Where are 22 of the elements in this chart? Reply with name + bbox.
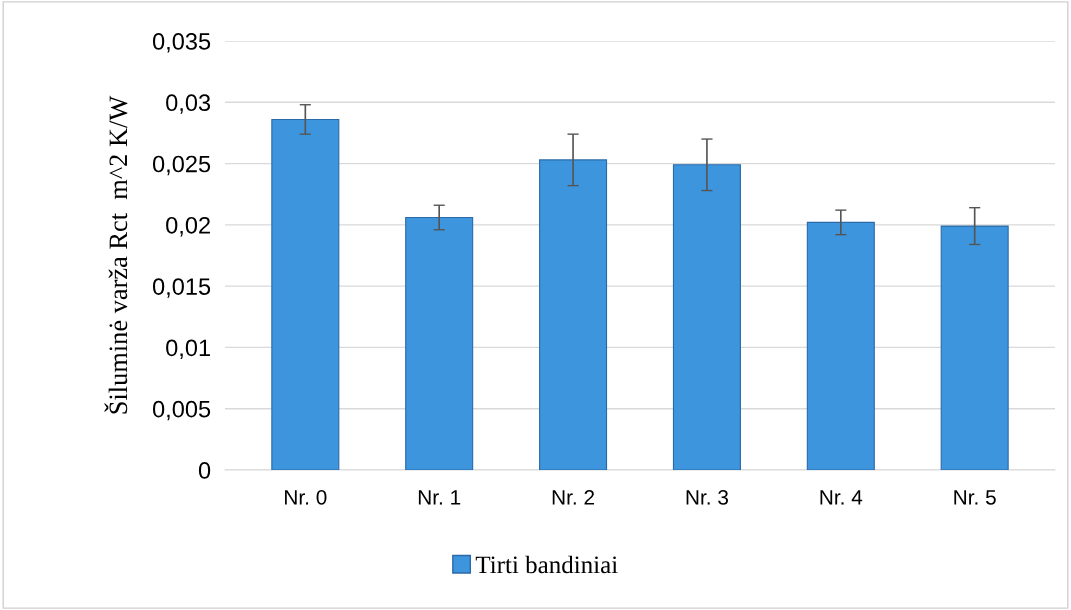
bar <box>940 225 1009 470</box>
bar <box>672 164 741 470</box>
x-tick-label: Nr. 1 <box>418 490 461 505</box>
legend-label: Tirti bandiniai <box>475 555 618 574</box>
x-tick-label: Nr. 3 <box>686 489 729 505</box>
y-tick-label: 0,01 <box>166 339 210 360</box>
y-axis-title: Šiluminė varža Rct m^2 K/W <box>104 95 128 414</box>
x-tick-label: Nr. 0 <box>285 489 327 505</box>
y-tick-label: 0,025 <box>152 155 211 176</box>
x-tick-label: Nr. 5 <box>954 490 996 505</box>
y-tick-label: 0,02 <box>166 216 210 237</box>
x-tick-label: Nr. 2 <box>552 489 595 505</box>
y-tick-label: 0,005 <box>152 400 211 421</box>
x-tick-label: Nr. 4 <box>820 490 863 505</box>
y-tick-label: 0,035 <box>152 33 211 53</box>
bar <box>806 221 875 470</box>
y-tick-label: 0,015 <box>152 278 211 298</box>
bar <box>539 159 608 470</box>
bar <box>271 118 340 470</box>
y-tick-label: 0,03 <box>166 94 211 114</box>
y-tick-label: 0 <box>198 462 211 479</box>
bar <box>405 216 474 470</box>
